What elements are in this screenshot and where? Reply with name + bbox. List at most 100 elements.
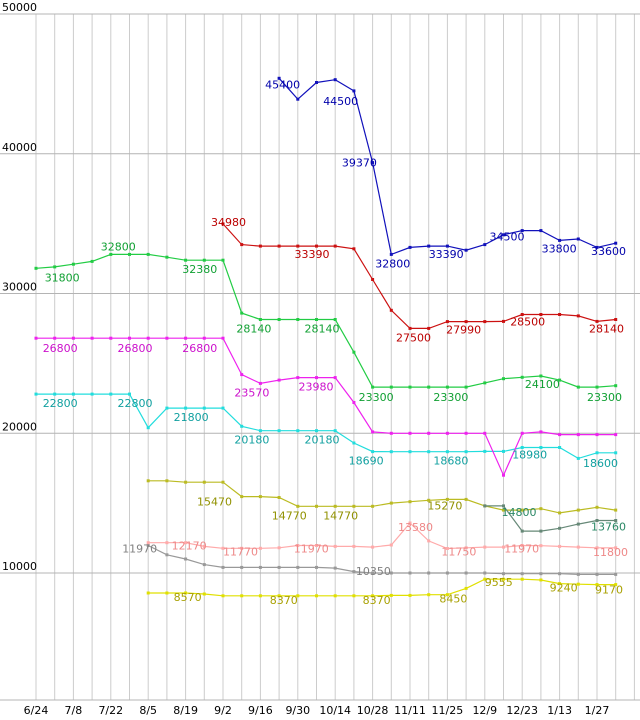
data-point-marker — [520, 446, 524, 449]
data-point-marker — [445, 547, 449, 550]
value-label-teal: 13760 — [591, 521, 626, 534]
data-point-marker — [184, 336, 188, 340]
data-point-marker — [90, 259, 94, 263]
data-point-marker — [558, 526, 562, 530]
x-axis-tick-label: 12/9 — [472, 704, 497, 717]
data-point-marker — [352, 544, 356, 548]
data-point-marker — [240, 243, 244, 247]
data-point-marker — [202, 563, 206, 567]
data-point-marker — [258, 495, 262, 499]
data-point-marker — [258, 594, 262, 598]
value-label-cyan: 20180 — [234, 434, 269, 447]
data-point-marker — [445, 450, 449, 454]
value-label-yellow: 8450 — [439, 593, 467, 606]
data-point-marker — [595, 451, 599, 455]
value-label-green: 24100 — [525, 378, 560, 391]
data-point-marker — [296, 565, 300, 569]
data-point-marker — [558, 511, 562, 515]
y-axis-tick-label: 50000 — [2, 1, 37, 14]
data-point-marker — [258, 318, 262, 321]
value-label-red: 27500 — [396, 331, 431, 344]
x-axis-tick-label: 12/23 — [506, 704, 538, 717]
x-axis-tick-label: 1/27 — [585, 704, 610, 717]
series-line-magenta — [34, 336, 618, 477]
data-point-marker — [576, 385, 580, 389]
data-point-marker — [109, 336, 113, 340]
data-point-marker — [595, 385, 599, 389]
data-point-marker — [184, 258, 188, 262]
value-label-magenta: 26800 — [182, 342, 217, 355]
x-axis-tick-label: 9/16 — [248, 704, 273, 717]
data-point-marker — [352, 570, 356, 574]
data-point-marker — [520, 431, 524, 435]
value-label-red: 33390 — [295, 248, 330, 261]
value-label-pink: 11770 — [223, 545, 258, 558]
value-label-green: 32380 — [182, 263, 217, 276]
data-point-marker — [595, 433, 599, 437]
data-point-marker — [558, 572, 562, 576]
data-point-marker — [240, 373, 244, 377]
data-point-marker — [34, 392, 38, 396]
data-point-marker — [128, 336, 131, 340]
data-point-marker — [333, 244, 337, 248]
data-point-marker — [427, 244, 431, 248]
data-point-marker — [333, 594, 337, 598]
value-label-blue: 44500 — [323, 95, 358, 108]
data-point-marker — [277, 318, 281, 321]
data-point-marker — [315, 81, 318, 84]
data-point-marker — [146, 544, 150, 547]
y-axis-tick-label: 40000 — [2, 141, 37, 154]
value-label-green: 31800 — [45, 271, 80, 284]
data-point-marker — [464, 248, 468, 252]
data-point-marker — [558, 378, 562, 382]
data-point-marker — [445, 431, 449, 435]
data-point-marker — [315, 504, 318, 508]
data-point-marker — [502, 233, 505, 237]
data-point-marker — [34, 336, 38, 340]
data-point-marker — [333, 504, 337, 508]
value-label-blue: 33800 — [542, 242, 577, 255]
data-point-marker — [333, 429, 337, 433]
value-label-blue: 33600 — [591, 245, 626, 258]
value-label-pink: 11800 — [593, 546, 628, 559]
data-point-marker — [240, 495, 244, 499]
data-point-marker — [146, 591, 150, 595]
value-label-yellow: 8570 — [174, 591, 202, 604]
data-point-marker — [371, 450, 375, 454]
data-point-marker — [520, 572, 524, 576]
data-point-marker — [502, 319, 505, 323]
data-point-marker — [184, 541, 188, 545]
series-line-teal — [483, 504, 618, 533]
value-label-blue: 45400 — [265, 78, 300, 91]
value-label-pink: 13580 — [398, 521, 433, 534]
data-point-marker — [445, 244, 449, 248]
value-label-red: 34980 — [211, 216, 246, 229]
data-point-marker — [408, 385, 412, 389]
data-point-marker — [258, 244, 262, 248]
data-point-marker — [464, 586, 468, 590]
data-point-marker — [614, 508, 618, 512]
data-point-marker — [483, 431, 487, 435]
value-label-green: 23300 — [587, 391, 622, 404]
x-axis-tick-label: 11/25 — [432, 704, 464, 717]
data-point-marker — [427, 571, 431, 575]
data-point-marker — [464, 571, 468, 575]
data-point-marker — [483, 504, 487, 508]
x-axis-tick-label: 8/5 — [139, 704, 157, 717]
data-point-marker — [277, 546, 281, 550]
data-point-marker — [595, 572, 599, 576]
data-point-marker — [558, 313, 562, 316]
data-point-marker — [445, 385, 449, 389]
data-point-marker — [614, 546, 618, 550]
data-point-marker — [315, 565, 318, 569]
data-point-marker — [352, 441, 356, 445]
series-line-blue — [277, 76, 618, 256]
data-point-marker — [296, 376, 300, 380]
data-point-marker — [221, 594, 225, 598]
data-point-marker — [71, 392, 75, 396]
value-label-yellow: 9555 — [485, 576, 513, 589]
data-point-marker — [90, 336, 94, 340]
x-axis-tick-label: 7/8 — [65, 704, 83, 717]
data-point-marker — [614, 318, 618, 321]
